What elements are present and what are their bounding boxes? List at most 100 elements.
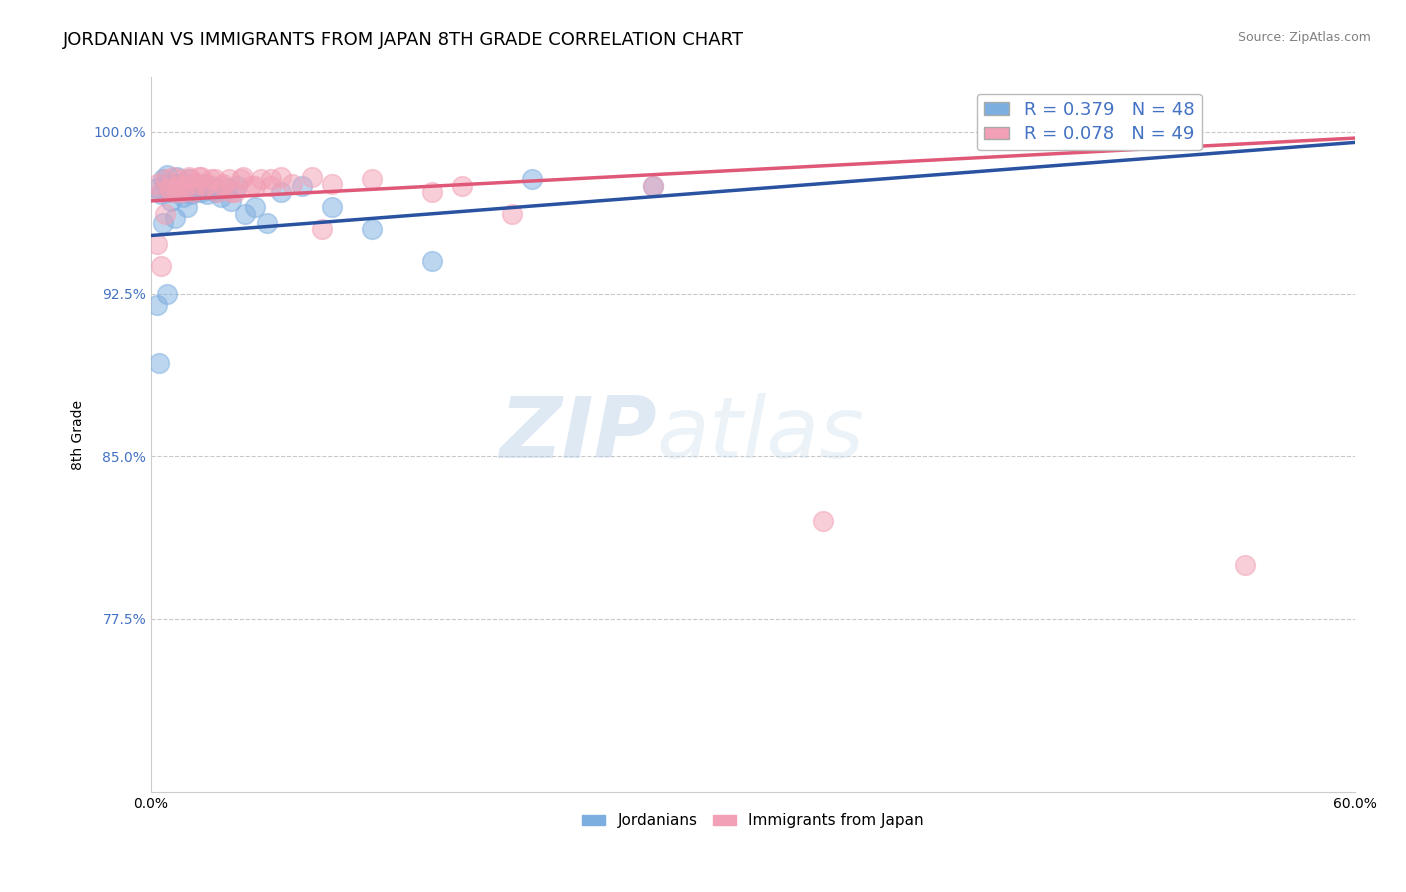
Legend: Jordanians, Immigrants from Japan: Jordanians, Immigrants from Japan (576, 807, 929, 834)
Point (217, 181, 239, 195)
Point (1233, 558, 1256, 572)
Point (146, 237, 169, 252)
Point (218, 172, 240, 186)
Point (451, 178, 474, 193)
Point (150, 259, 173, 273)
Point (270, 185, 292, 199)
Point (641, 178, 664, 193)
Point (180, 187, 202, 202)
Point (321, 200, 343, 214)
Point (200, 172, 222, 186)
Text: atlas: atlas (657, 393, 865, 476)
Point (212, 177, 235, 191)
Point (152, 172, 174, 186)
Point (190, 169, 212, 184)
Point (150, 185, 173, 199)
Point (156, 168, 179, 182)
Point (153, 177, 176, 191)
Point (166, 169, 188, 184)
Point (522, 172, 544, 186)
Point (231, 172, 253, 186)
Point (195, 177, 218, 191)
Point (245, 200, 267, 214)
Point (360, 172, 382, 186)
Point (181, 178, 204, 193)
Point (181, 185, 204, 199)
Point (260, 178, 283, 193)
Point (156, 287, 179, 301)
Point (179, 172, 201, 186)
Text: Source: ZipAtlas.com: Source: ZipAtlas.com (1237, 31, 1371, 45)
Point (165, 211, 187, 226)
Point (157, 185, 180, 199)
Point (153, 207, 176, 221)
Point (226, 178, 249, 193)
Point (153, 172, 176, 186)
Point (360, 222, 382, 236)
Point (204, 185, 226, 199)
Point (209, 189, 232, 203)
Point (245, 178, 267, 193)
Point (172, 189, 194, 203)
Point (420, 185, 443, 199)
Point (167, 181, 190, 195)
Point (176, 185, 198, 199)
Point (321, 177, 343, 191)
Point (157, 181, 180, 195)
Point (174, 178, 197, 193)
Point (194, 177, 217, 191)
Point (188, 181, 211, 195)
Point (152, 215, 174, 229)
Point (270, 169, 292, 184)
Point (260, 172, 283, 186)
Point (146, 181, 169, 195)
Point (188, 169, 211, 184)
Point (311, 222, 333, 236)
Point (501, 207, 523, 221)
Point (221, 185, 243, 199)
Point (212, 178, 235, 193)
Point (224, 185, 246, 199)
Point (813, 514, 835, 528)
Point (165, 185, 187, 199)
Point (235, 207, 257, 221)
Point (166, 178, 188, 193)
Point (186, 177, 208, 191)
Point (195, 187, 218, 202)
Point (250, 172, 273, 186)
Point (148, 356, 170, 370)
Point (174, 178, 197, 193)
Point (190, 185, 212, 199)
Point (170, 177, 193, 191)
Point (172, 185, 194, 199)
Point (184, 185, 207, 199)
Point (176, 200, 198, 214)
Point (193, 178, 215, 193)
Point (200, 178, 222, 193)
Point (160, 178, 183, 193)
Point (420, 254, 443, 268)
Text: ZIP: ZIP (499, 393, 657, 476)
Point (204, 172, 226, 186)
Point (166, 185, 188, 199)
Point (160, 194, 183, 208)
Point (194, 178, 217, 193)
Point (232, 169, 254, 184)
Point (290, 178, 312, 193)
Point (162, 169, 184, 184)
Point (146, 298, 169, 312)
Point (256, 215, 278, 229)
Point (240, 178, 263, 193)
Point (221, 194, 243, 208)
Point (280, 177, 302, 191)
Text: JORDANIAN VS IMMIGRANTS FROM JAPAN 8TH GRADE CORRELATION CHART: JORDANIAN VS IMMIGRANTS FROM JAPAN 8TH G… (63, 31, 744, 49)
Point (207, 185, 229, 199)
Point (641, 178, 664, 193)
Point (150, 187, 173, 202)
Point (180, 172, 202, 186)
Point (186, 177, 208, 191)
Point (170, 172, 193, 186)
Point (162, 177, 184, 191)
Point (179, 169, 201, 184)
Point (160, 185, 183, 199)
